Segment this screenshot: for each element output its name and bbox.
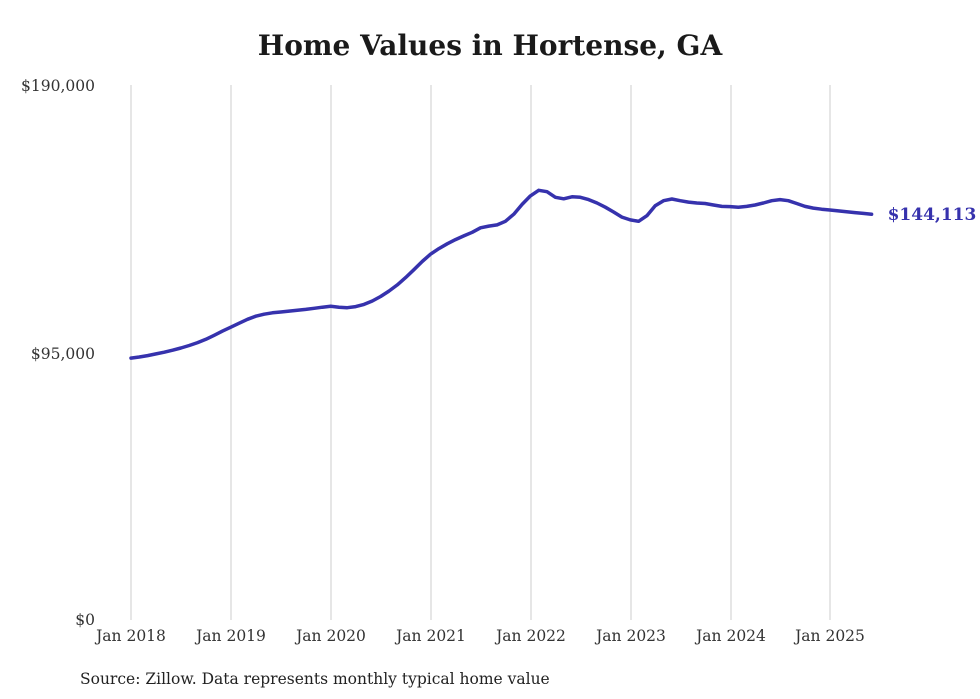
y-tick-95000: $95,000	[31, 345, 95, 363]
x-axis-labels: Jan 2018 Jan 2019 Jan 2020 Jan 2021 Jan …	[94, 627, 865, 645]
gridlines	[130, 85, 831, 620]
x-tick-jan-2019: Jan 2019	[194, 627, 266, 645]
x-tick-jan-2018: Jan 2018	[94, 627, 166, 645]
x-tick-jan-2022: Jan 2022	[494, 627, 566, 645]
y-tick-190000: $190,000	[21, 77, 95, 95]
x-tick-jan-2020: Jan 2020	[294, 627, 366, 645]
chart-title: Home Values in Hortense, GA	[258, 29, 724, 62]
x-tick-jan-2024: Jan 2024	[694, 627, 766, 645]
value-line	[129, 188, 874, 360]
y-tick-0: $0	[75, 611, 95, 629]
source-note: Source: Zillow. Data represents monthly …	[80, 670, 550, 688]
x-tick-jan-2023: Jan 2023	[594, 627, 666, 645]
x-tick-jan-2025: Jan 2025	[793, 627, 865, 645]
end-value-label: $144,113	[888, 205, 977, 225]
y-axis-labels: $190,000 $95,000 $0	[21, 77, 95, 629]
x-tick-jan-2021: Jan 2021	[394, 627, 466, 645]
